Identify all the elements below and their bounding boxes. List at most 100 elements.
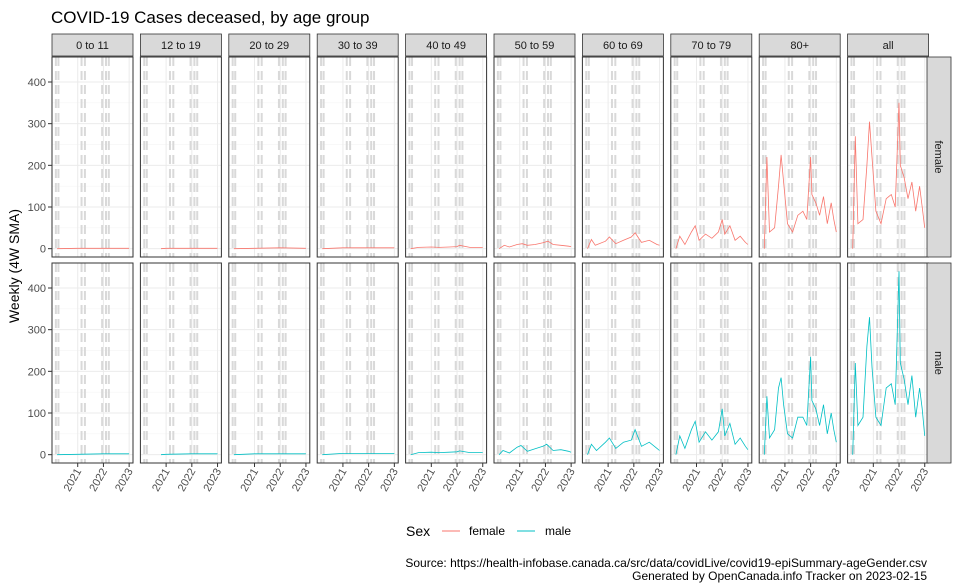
x-tick-label: 2021 (327, 467, 350, 494)
row-strip-male (926, 262, 952, 464)
panel-border (228, 262, 311, 464)
x-tick-label: 2021 (680, 467, 703, 494)
facet-label-60-to-69: 60 to 69 (603, 40, 643, 52)
facet-label-all: all (883, 40, 894, 52)
x-tick-label: 2022 (176, 467, 199, 494)
panel-border (670, 56, 753, 258)
panel-border (228, 56, 311, 258)
x-tick-label: 2022 (441, 467, 464, 494)
panel-60-to-69-male (581, 262, 664, 464)
series-line-female (763, 154, 837, 249)
panel-background (582, 57, 664, 257)
panel-border (139, 56, 222, 258)
series-line-female (322, 247, 395, 250)
panel-30-to-39-male (316, 262, 399, 464)
x-tick-label: 2021 (238, 467, 261, 494)
panel-80plus-female (758, 56, 841, 258)
y-tick-label: 0 (40, 244, 46, 256)
series-line-male (233, 453, 306, 456)
series-line-female (675, 219, 749, 249)
facet-strip-60-to-69 (582, 33, 664, 57)
panel-70-to-79-male (670, 262, 753, 464)
x-tick-label: 2021 (62, 467, 85, 494)
panel-border (581, 56, 664, 258)
panel-background (228, 57, 310, 257)
panel-background (494, 263, 575, 463)
panel-all-female (847, 56, 930, 258)
series-line-male (322, 452, 395, 456)
x-tick-label: 2021 (857, 467, 880, 494)
x-tick-label: 2021 (504, 467, 527, 494)
x-tick-label: 2022 (795, 467, 818, 494)
series-line-male (498, 443, 572, 455)
x-tick-label: 2023 (467, 467, 490, 494)
panel-background (759, 57, 841, 257)
facet-label-12-to-19: 12 to 19 (161, 40, 201, 52)
y-tick-label: 200 (28, 366, 46, 378)
panel-background (140, 57, 222, 257)
panel-border (51, 262, 134, 464)
series-line-male (410, 450, 483, 456)
panel-60-to-69-female (581, 56, 664, 258)
panel-border (405, 56, 488, 258)
panel-border (493, 262, 576, 464)
panel-background (317, 263, 399, 463)
y-tick-label: 300 (28, 325, 46, 337)
legend: Sex female male (406, 523, 571, 539)
panel-20-to-29-male (228, 262, 311, 464)
x-tick-label: 2022 (264, 467, 287, 494)
facet-label-20-to-29: 20 to 29 (249, 40, 289, 52)
panel-30-to-39-female (316, 56, 399, 258)
panel-80plus-male (758, 262, 841, 464)
facet-strip-0-to-11 (51, 33, 134, 57)
panel-background (52, 57, 133, 257)
series-line-male (675, 408, 749, 455)
panel-50-to-59-female (493, 56, 576, 258)
panel-background (405, 263, 487, 463)
panel-12-to-19-female (139, 56, 222, 258)
facet-strip-12-to-19 (139, 33, 222, 57)
row-label-female: female (932, 140, 944, 173)
facet-label-70-to-79: 70 to 79 (691, 40, 731, 52)
y-tick-label: 0 (40, 450, 46, 462)
y-tick-label: 100 (28, 408, 46, 420)
x-tick-label: 2023 (644, 467, 667, 494)
panel-background (228, 263, 310, 463)
panel-background (494, 57, 575, 257)
panel-background (140, 263, 222, 463)
x-tick-label: 2023 (202, 467, 225, 494)
panel-background (670, 57, 752, 257)
chart-title: COVID-19 Cases deceased, by age group (51, 8, 369, 27)
legend-label-female: female (469, 524, 505, 538)
x-tick-label: 2021 (415, 467, 438, 494)
panel-background (405, 57, 487, 257)
series-line-female (587, 232, 660, 249)
x-tick-label: 2021 (769, 467, 792, 494)
x-tick-label: 2022 (883, 467, 906, 494)
panel-background (759, 263, 841, 463)
panel-border (51, 56, 134, 258)
legend-title: Sex (406, 523, 430, 539)
x-tick-label: 2023 (909, 467, 932, 494)
panel-12-to-19-male (139, 262, 222, 464)
panel-border (581, 262, 664, 464)
panel-background (52, 263, 133, 463)
x-tick-label: 2023 (820, 467, 843, 494)
facet-strip-all (847, 33, 929, 57)
series-line-male (57, 453, 130, 456)
panel-border (758, 262, 841, 464)
y-tick-label: 400 (28, 77, 46, 89)
y-tick-label: 200 (28, 160, 46, 172)
panel-border (405, 262, 488, 464)
series-line-female (233, 247, 306, 250)
legend-label-male: male (545, 524, 571, 538)
x-tick-label: 2022 (87, 467, 110, 494)
series-line-male (160, 453, 218, 456)
caption-generated: Generated by OpenCanada.info Tracker on … (632, 569, 927, 583)
x-tick-label: 2023 (555, 467, 578, 494)
panel-70-to-79-female (670, 56, 753, 258)
x-tick-label: 2023 (113, 467, 136, 494)
series-line-female (852, 102, 926, 249)
facet-label-80plus: 80+ (790, 40, 809, 52)
